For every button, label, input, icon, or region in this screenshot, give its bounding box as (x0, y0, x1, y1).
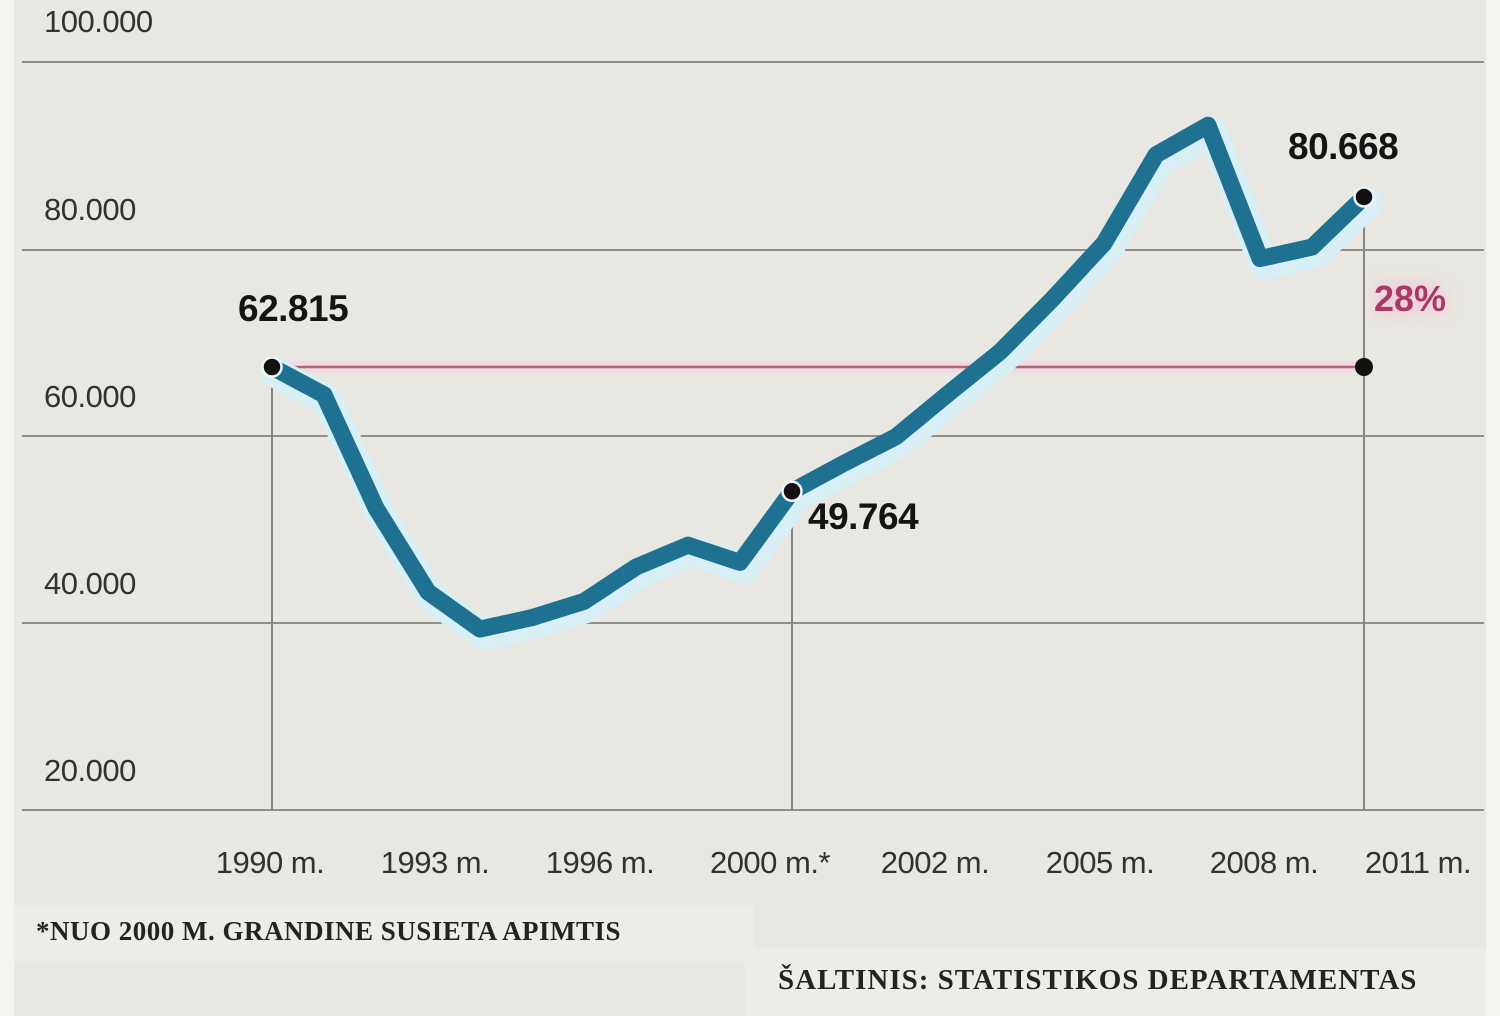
series-line-halo (261, 116, 1383, 651)
y-tick-40000: 40.000 (44, 566, 136, 601)
data-dot-2000 (781, 480, 803, 503)
y-tick-60000: 60.000 (44, 379, 136, 414)
source-band (745, 948, 1486, 1016)
x-tick-2005: 2005 m. (1045, 845, 1155, 880)
y-tick-100000: 100.000 (44, 4, 153, 39)
gridlines (22, 61, 1484, 811)
x-tick-1990: 1990 m. (215, 845, 325, 880)
value-label-2011: 80.668 (1288, 126, 1399, 167)
x-tick-1996: 1996 m. (545, 845, 655, 880)
reference-end-dot (1355, 358, 1373, 376)
x-tick-2008: 2008 m. (1209, 845, 1319, 880)
value-label-1990: 62.815 (238, 288, 349, 329)
y-tick-80000: 80.000 (44, 192, 136, 227)
x-tick-1993: 1993 m. (380, 845, 490, 880)
marker-lines (271, 196, 1365, 810)
data-point-dots (261, 186, 1375, 503)
left-margin-strip (0, 0, 14, 1016)
x-tick-2011: 2011 m. (1364, 845, 1472, 880)
footnote-band (14, 905, 754, 963)
data-dot-1990 (261, 356, 283, 378)
x-tick-2000: 2000 m.* (709, 845, 831, 880)
data-dot-2011 (1353, 186, 1375, 208)
data-series-line (261, 116, 1383, 651)
series-line (263, 116, 1373, 638)
chart-footnote: *NUO 2000 M. GRANDINE SUSIETA APIMTIS (36, 916, 622, 946)
value-label-2000: 49.764 (808, 496, 919, 537)
x-tick-2002: 2002 m. (880, 845, 990, 880)
right-margin-strip (1486, 0, 1500, 1016)
percent-change-label: 28% (1374, 278, 1447, 319)
chart-source: ŠALTINIS: STATISTIKOS DEPARTAMENTAS (778, 964, 1418, 996)
y-tick-20000: 20.000 (44, 753, 136, 788)
